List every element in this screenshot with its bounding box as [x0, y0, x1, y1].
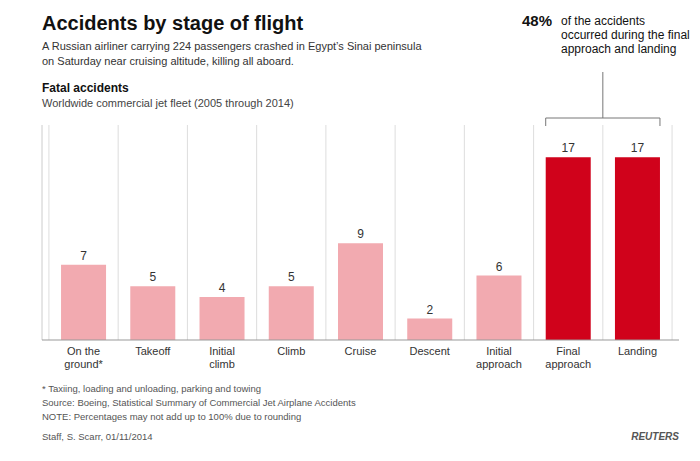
grid-line [602, 125, 603, 340]
subtitle: on Saturday near cruising altitude, kill… [42, 55, 294, 67]
note: NOTE: Percentages may not add up to 100%… [42, 411, 301, 422]
data-label: 7 [80, 249, 87, 263]
credit: Staff, S. Scarr, 01/11/2014 [42, 431, 153, 442]
grid-line [325, 125, 326, 340]
grid-line [48, 125, 49, 340]
grid-line [672, 125, 673, 340]
bar [269, 286, 314, 340]
bar [615, 157, 660, 340]
grid-line [118, 125, 119, 340]
x-tick-label: Finalapproach [545, 345, 591, 370]
chart: Accidents by stage of flight A Russian ai… [0, 0, 700, 461]
grid-line [533, 125, 534, 340]
data-label: 17 [631, 141, 645, 155]
bar [476, 276, 521, 341]
grid-line [256, 125, 257, 340]
background [0, 0, 700, 461]
grid-line [187, 125, 188, 340]
logo: REUTERS [631, 431, 679, 442]
data-label: 5 [149, 270, 156, 284]
x-tick-label: On theground* [64, 345, 103, 370]
x-tick-label: Takeoff [135, 345, 171, 357]
grid-line [464, 125, 465, 340]
highlight-value: 48% [522, 12, 552, 29]
x-tick-label: Initialclimb [209, 345, 235, 370]
bar [407, 319, 452, 341]
data-label: 6 [496, 260, 503, 274]
bar [200, 297, 245, 340]
x-tick-label: Initialapproach [476, 345, 522, 370]
data-label: 2 [426, 303, 433, 317]
x-axis-line [42, 340, 679, 341]
subtitle: A Russian airliner carrying 224 passenge… [42, 40, 422, 52]
title: Accidents by stage of flight [42, 12, 303, 34]
highlight-bracket [546, 72, 660, 126]
bar [546, 157, 591, 340]
section-label: Fatal accidents [42, 81, 129, 95]
data-label: 9 [357, 227, 364, 241]
bars [61, 157, 660, 340]
data-label: 17 [562, 141, 576, 155]
y-axis-line [42, 125, 43, 340]
x-tick-label: Descent [410, 345, 450, 357]
source: Source: Boeing, Statistical Summary of C… [42, 397, 356, 408]
grid-line [395, 125, 396, 340]
section-sublabel: Worldwide commercial jet fleet (2005 thr… [42, 97, 294, 109]
bar [130, 286, 175, 340]
x-tick-label: Climb [277, 345, 305, 357]
bar [61, 265, 106, 340]
highlight-text: of the accidentsoccurred during the fina… [561, 14, 690, 56]
bar [338, 243, 383, 340]
data-label: 5 [288, 270, 295, 284]
footnote: * Taxiing, loading and unloading, parkin… [42, 383, 261, 394]
plot [42, 125, 679, 340]
data-label: 4 [219, 281, 226, 295]
x-tick-label: Landing [618, 345, 657, 357]
x-tick-label: Cruise [345, 345, 377, 357]
